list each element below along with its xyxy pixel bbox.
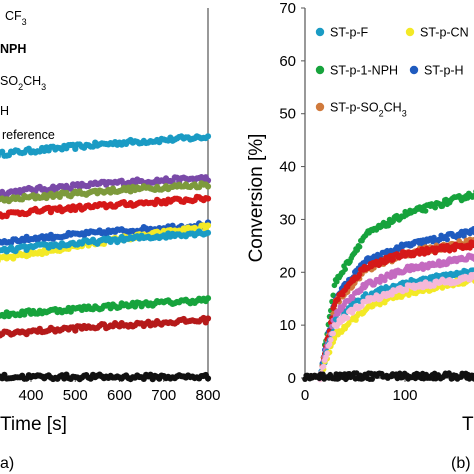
legend-marker [315, 27, 325, 37]
data-point [204, 183, 212, 190]
data-point [204, 295, 212, 302]
data-point [403, 287, 410, 293]
legend-marker [405, 27, 415, 37]
y-tick-label: 60 [279, 53, 296, 70]
data-point [470, 226, 474, 232]
y-tick-label: 30 [279, 211, 296, 228]
x-tick-label: 500 [63, 387, 88, 404]
data-point [204, 133, 212, 140]
y-tick-label: 0 [288, 370, 296, 387]
data-point [204, 195, 212, 202]
y-tick-label: 10 [279, 317, 296, 334]
x-axis-title: T [462, 414, 474, 435]
data-point [320, 363, 327, 370]
panel-b-chart: 0102030405060700100200300Conversion [%]T… [246, 0, 474, 472]
series-a-0 [0, 133, 212, 159]
series-a-9 [0, 371, 212, 383]
data-point [326, 341, 333, 348]
data-point [432, 204, 439, 211]
data-point [422, 208, 429, 214]
data-point [328, 337, 334, 343]
series-b-8 [302, 370, 474, 383]
y-axis-title: Conversion [%] [246, 134, 267, 263]
series-a-3 [0, 193, 212, 220]
legend-label: ST-p-1-NPH [330, 64, 398, 78]
data-point [204, 229, 212, 236]
data-point [461, 233, 467, 239]
data-point [444, 236, 451, 243]
series-a-7 [0, 295, 212, 320]
data-point [204, 222, 212, 229]
data-point [369, 376, 376, 382]
series-b-3 [317, 239, 474, 379]
x-axis-title: Time [s] [0, 414, 67, 435]
data-point [344, 315, 351, 321]
data-point [356, 244, 363, 250]
y-tick-label: 70 [279, 0, 296, 17]
data-point [397, 370, 403, 377]
legend-label: ST-p-SO2CH3 [330, 101, 407, 119]
data-point [359, 303, 365, 309]
series-a-6 [0, 228, 212, 255]
legend-marker [315, 102, 325, 112]
legend-label: CF3 [5, 9, 27, 27]
series-b-7 [317, 271, 474, 383]
panel-label: (b) [451, 455, 471, 472]
legend-label: NPH [0, 42, 26, 56]
data-point [342, 266, 349, 273]
data-point [204, 315, 212, 322]
series-a-2 [0, 180, 212, 205]
series-b-4 [317, 252, 474, 382]
legend-label: reference [2, 128, 55, 142]
x-tick-label: 100 [392, 387, 417, 404]
legend-marker [315, 65, 325, 75]
y-tick-label: 40 [279, 159, 296, 176]
legend-marker [409, 65, 419, 75]
series-b-0 [317, 189, 474, 381]
data-point [330, 330, 337, 337]
y-tick-label: 20 [279, 264, 296, 281]
x-tick-label: 0 [301, 387, 309, 404]
x-tick-label: 800 [195, 387, 220, 404]
legend-label: ST-p-F [330, 26, 369, 40]
legend-label: ST-p-H [424, 64, 464, 78]
panel-a-chart: 100200300400500600700800Time [s]CF3NPHSO… [0, 8, 221, 472]
data-point [356, 271, 363, 278]
data-point [324, 350, 331, 356]
data-point [471, 376, 474, 382]
y-tick-label: 50 [279, 106, 296, 123]
x-tick-label: 400 [18, 387, 43, 404]
panel-label: a) [0, 455, 14, 472]
data-point [204, 375, 212, 382]
data-point [390, 256, 397, 263]
x-tick-label: 700 [151, 387, 176, 404]
data-point [431, 283, 437, 289]
legend-label: SO2CH3 [0, 74, 46, 92]
legend-label: ST-p-CN [420, 26, 469, 40]
data-point [334, 278, 340, 285]
legend-label: H [0, 104, 9, 118]
series-a-8 [0, 314, 212, 339]
x-tick-label: 600 [107, 387, 132, 404]
data-point [335, 296, 341, 303]
